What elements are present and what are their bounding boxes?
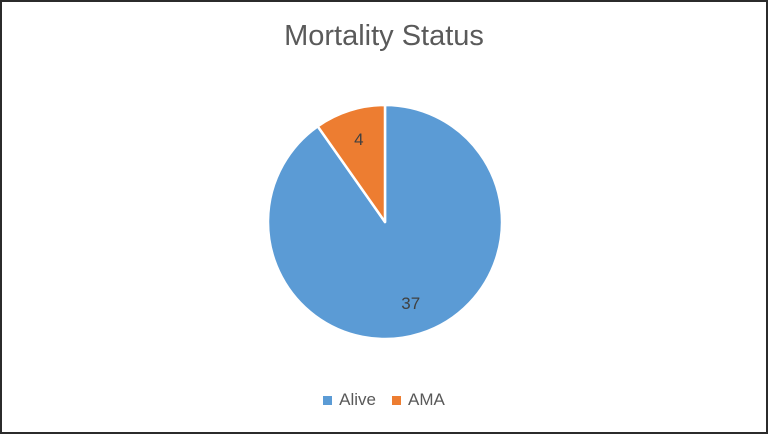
data-label-alive: 37 [401,294,420,313]
pie-slice-ama [316,103,387,224]
data-label-ama: 4 [354,130,363,149]
legend-swatch-ama [392,395,401,405]
legend-label-ama: AMA [408,390,445,409]
legend-item-ama: AMA [392,390,445,410]
chart-title: Mortality Status [284,20,484,52]
legend-swatch-alive [323,395,333,405]
legend: Alive AMA [2,390,766,410]
legend-label-alive: Alive [339,390,376,409]
legend-item-alive: Alive [323,390,376,410]
